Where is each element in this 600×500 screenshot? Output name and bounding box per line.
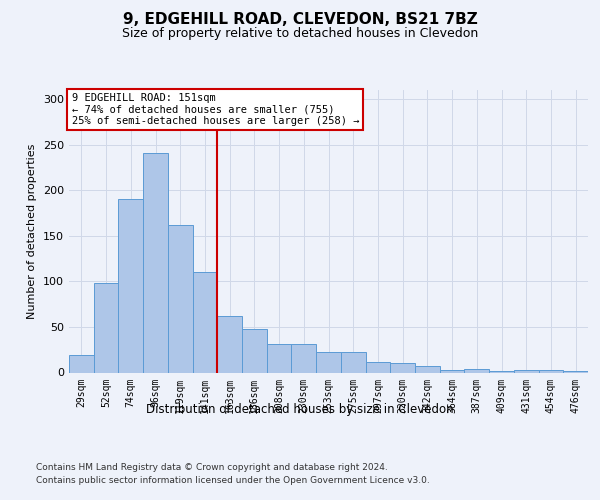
Bar (514, 370, 539, 372)
Bar (365, 362, 390, 372)
Text: 9, EDGEHILL ROAD, CLEVEDON, BS21 7BZ: 9, EDGEHILL ROAD, CLEVEDON, BS21 7BZ (122, 12, 478, 28)
Bar (390, 364, 415, 372)
Bar (217, 316, 242, 372)
Bar (464, 369, 489, 372)
Bar (341, 352, 365, 372)
Text: Distribution of detached houses by size in Clevedon: Distribution of detached houses by size … (146, 402, 454, 415)
Bar (415, 366, 440, 372)
Text: Size of property relative to detached houses in Clevedon: Size of property relative to detached ho… (122, 28, 478, 40)
Bar (168, 225, 193, 372)
Bar (563, 370, 588, 372)
Bar (193, 272, 217, 372)
Text: Contains HM Land Registry data © Crown copyright and database right 2024.: Contains HM Land Registry data © Crown c… (36, 462, 388, 471)
Bar (316, 352, 341, 372)
Bar (69, 355, 94, 372)
Bar (489, 370, 514, 372)
Y-axis label: Number of detached properties: Number of detached properties (28, 144, 37, 319)
Bar (143, 153, 168, 372)
Bar (440, 370, 464, 372)
Text: 9 EDGEHILL ROAD: 151sqm
← 74% of detached houses are smaller (755)
25% of semi-d: 9 EDGEHILL ROAD: 151sqm ← 74% of detache… (71, 93, 359, 126)
Bar (539, 370, 563, 372)
Bar (118, 200, 143, 372)
Text: Contains public sector information licensed under the Open Government Licence v3: Contains public sector information licen… (36, 476, 430, 485)
Bar (292, 344, 316, 372)
Bar (242, 329, 267, 372)
Bar (94, 283, 118, 372)
Bar (267, 344, 292, 372)
